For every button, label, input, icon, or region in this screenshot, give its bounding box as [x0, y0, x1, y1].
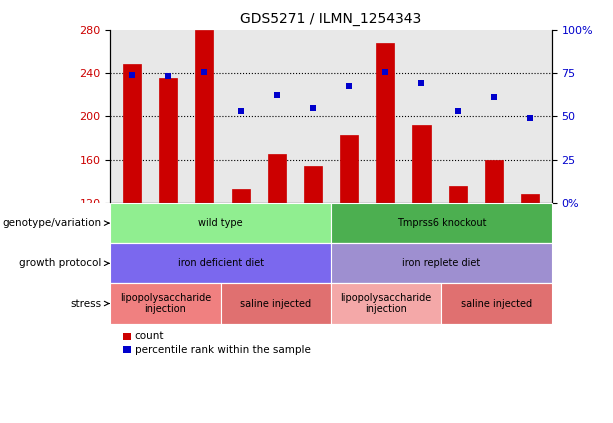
Text: iron replete diet: iron replete diet: [402, 258, 481, 268]
Text: saline injected: saline injected: [240, 299, 311, 308]
Bar: [123, 64, 141, 203]
Text: genotype/variation: genotype/variation: [2, 218, 101, 228]
Text: count: count: [135, 331, 164, 341]
Text: stress: stress: [70, 299, 101, 308]
Bar: [340, 135, 358, 203]
Bar: [304, 166, 322, 203]
Bar: [376, 43, 394, 203]
Text: growth protocol: growth protocol: [19, 258, 101, 268]
Text: wild type: wild type: [199, 218, 243, 228]
Bar: [196, 30, 213, 203]
Text: iron deficient diet: iron deficient diet: [178, 258, 264, 268]
Bar: [232, 189, 249, 203]
Bar: [159, 78, 177, 203]
Bar: [521, 195, 539, 203]
Text: Tmprss6 knockout: Tmprss6 knockout: [397, 218, 486, 228]
Text: saline injected: saline injected: [461, 299, 532, 308]
Text: lipopolysaccharide
injection: lipopolysaccharide injection: [120, 293, 211, 314]
Bar: [485, 160, 503, 203]
Bar: [449, 186, 466, 203]
Bar: [413, 125, 430, 203]
Text: lipopolysaccharide
injection: lipopolysaccharide injection: [341, 293, 432, 314]
Text: percentile rank within the sample: percentile rank within the sample: [135, 345, 311, 355]
Title: GDS5271 / ILMN_1254343: GDS5271 / ILMN_1254343: [240, 12, 422, 26]
Bar: [268, 154, 286, 203]
